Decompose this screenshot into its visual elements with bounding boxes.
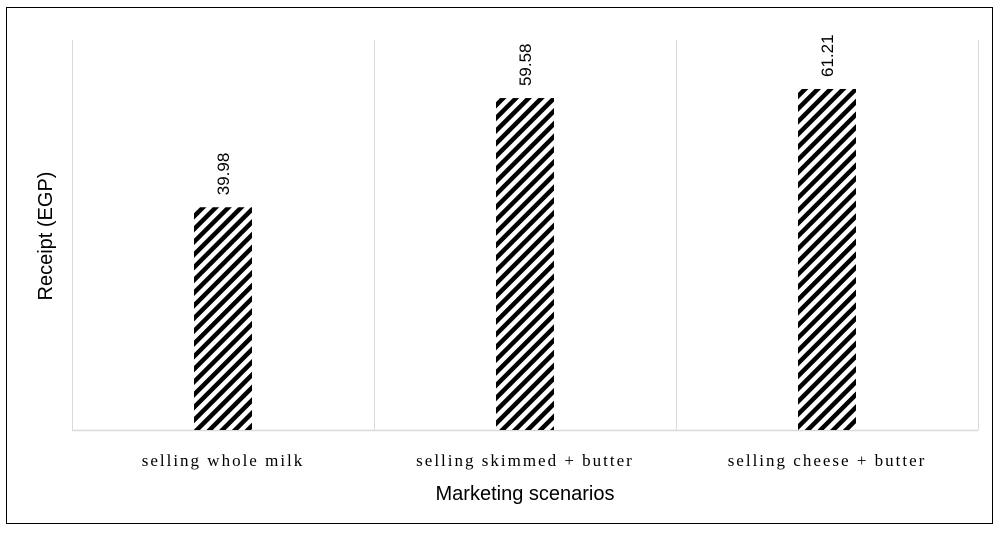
data-label-1: 59.58 bbox=[516, 44, 535, 87]
y-axis-title: Receipt (EGP) bbox=[35, 172, 57, 301]
bar-2 bbox=[798, 88, 856, 431]
x-tick-label-2: selling cheese + butter bbox=[728, 451, 927, 470]
bar-series bbox=[194, 88, 856, 431]
data-label-2: 61.21 bbox=[818, 34, 837, 77]
x-tick-label-0: selling whole milk bbox=[142, 451, 305, 470]
x-tick-label-1: selling skimmed + butter bbox=[416, 451, 634, 470]
bar-1 bbox=[496, 98, 554, 430]
x-axis-title: Marketing scenarios bbox=[436, 483, 615, 505]
data-labels: 39.98 59.58 61.21 bbox=[214, 34, 837, 195]
bar-0 bbox=[194, 207, 252, 430]
data-label-0: 39.98 bbox=[214, 153, 233, 196]
category-dividers bbox=[72, 40, 979, 430]
x-tick-labels: selling whole milk selling skimmed + butt… bbox=[142, 451, 927, 470]
